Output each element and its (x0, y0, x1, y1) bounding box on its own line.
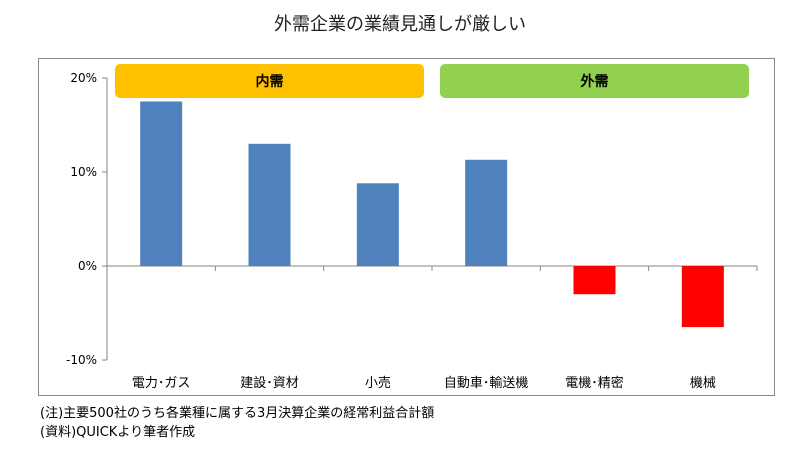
bar-chart: 内需 外需 20% 10% 0% -10% 電力･ガス 建設･資材 小売 自動車･輸送機 電機･精… (66, 64, 758, 391)
group-banner-label: 内需 (256, 73, 284, 90)
x-category-label: 小売 (365, 375, 391, 391)
bar-3 (356, 183, 399, 266)
bar-6 (681, 266, 724, 328)
bar-5 (573, 266, 616, 295)
x-category-label: 建設･資材 (240, 375, 299, 391)
chart-title: 外需企業の業績見通しが厳しい (274, 14, 526, 35)
note-line: (資料)QUICKより筆者作成 (40, 425, 196, 440)
group-banner-2 (440, 64, 749, 98)
x-category-label: 自動車･輸送機 (444, 376, 529, 391)
bar-4 (465, 159, 508, 266)
group-banner-1 (115, 64, 424, 98)
y-tick-label: 10% (70, 165, 97, 179)
bar-1 (140, 101, 183, 266)
group-banner-label: 外需 (581, 73, 609, 90)
y-tick-label: 0% (78, 259, 97, 273)
y-tick-label: -10% (66, 353, 97, 367)
footnotes: (注)主要500社のうち各業種に属する3月決算企業の経常利益合計額 (資料)QU… (40, 404, 434, 442)
y-tick-label: 20% (70, 71, 97, 85)
bar-2 (248, 143, 291, 266)
note-line: (注)主要500社のうち各業種に属する3月決算企業の経常利益合計額 (40, 406, 435, 421)
x-category-label: 電力･ガス (132, 376, 191, 391)
x-category-label: 機械 (690, 376, 716, 391)
chart-frame: 内需 外需 20% 10% 0% -10% 電力･ガス 建設･資材 小売 自動車･輸送機 電機･精… (38, 58, 775, 396)
x-category-label: 電機･精密 (565, 375, 624, 391)
